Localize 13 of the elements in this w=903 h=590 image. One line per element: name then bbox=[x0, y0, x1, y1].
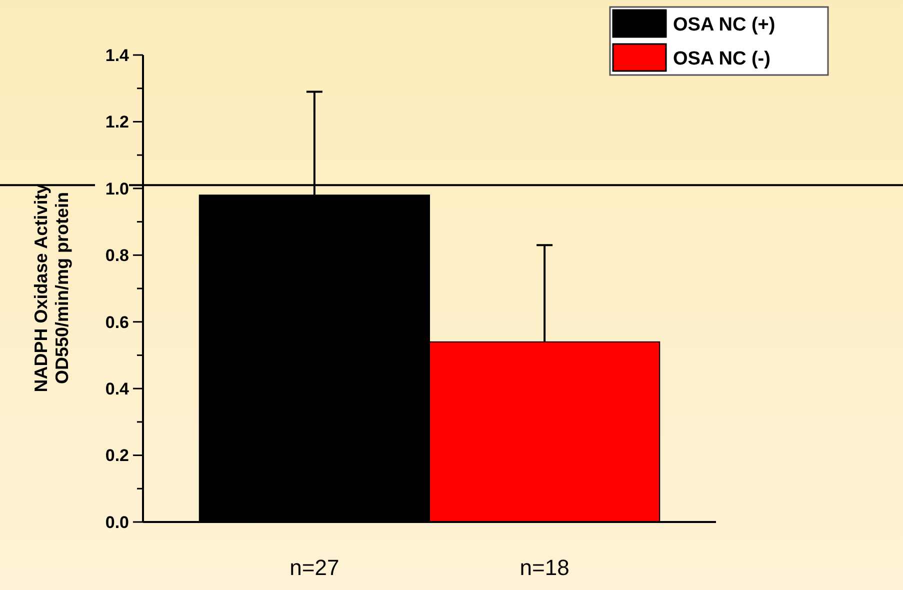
y-tick-label: 0.0 bbox=[105, 512, 129, 532]
y-axis-title: NADPH Oxidase Activity OD550/min/mg protein bbox=[31, 184, 72, 392]
legend-label: OSA NC (-) bbox=[673, 48, 770, 70]
x-tick-label: n=18 bbox=[520, 555, 570, 580]
y-tick-label: 1.0 bbox=[105, 179, 129, 198]
y-tick-label: 1.2 bbox=[105, 112, 129, 132]
legend-label: OSA NC (+) bbox=[673, 14, 776, 36]
y-tick-label: 0.2 bbox=[105, 446, 129, 466]
y-tick-label: 0.6 bbox=[105, 312, 129, 332]
y-tick-label: 0.4 bbox=[105, 380, 130, 399]
y-tick-label: 1.4 bbox=[105, 46, 130, 65]
x-tick-label: n=27 bbox=[290, 555, 340, 580]
y-tick-label: 0.8 bbox=[105, 246, 129, 266]
